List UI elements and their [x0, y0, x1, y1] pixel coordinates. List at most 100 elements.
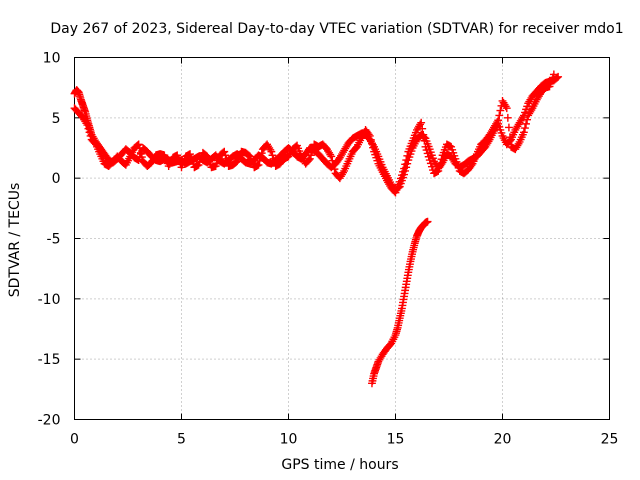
x-tick-label: 0: [70, 432, 79, 448]
data-point-main-track-band: [502, 104, 511, 113]
y-tick-label: -20: [38, 413, 61, 429]
data-point-main-track-band: [447, 142, 456, 151]
y-tick-label: 10: [43, 51, 61, 67]
data-point-main-track-band: [194, 160, 203, 169]
data-point-interp-main-track-band: [256, 153, 265, 161]
data-point-interp-main-track-band: [548, 73, 557, 82]
y-tick-labels: -20 -15 -10 -5 0 5 10: [38, 51, 61, 429]
data-point-interp-main-track-band: [435, 163, 444, 171]
data-point-interp-main-track-band: [450, 151, 459, 160]
data-point-interp-main-track-band: [399, 167, 407, 176]
data-point-main-track: [134, 156, 143, 164]
data-point-interp-main-track-band: [135, 144, 144, 153]
data-point-interp-main-track-band: [188, 156, 197, 165]
data-point-interp-main-track-band: [255, 157, 264, 165]
data-point-interp-main-track-band: [448, 145, 457, 154]
data-point-interp-main-track-band: [84, 124, 93, 133]
data-point-main-track-band: [395, 177, 404, 186]
data-point-interp-main-track-band: [521, 124, 529, 132]
data-point-interp-main-track-band: [422, 146, 431, 155]
data-point-interp-main-track-band: [307, 151, 315, 160]
data-point-interp-main-track-band: [372, 153, 381, 162]
data-point-interp-main-track-band: [401, 160, 410, 169]
data-point-interp-main-track-band: [546, 79, 555, 88]
data-point-main-track-band: [451, 154, 460, 163]
data-point-interp-main-track-band: [329, 160, 338, 169]
data-point-main-track-band: [434, 167, 443, 175]
data-point-main-track-band: [545, 82, 554, 91]
y-tick-label: 0: [52, 171, 61, 187]
data-point-interp-main-track-band: [221, 151, 230, 160]
data-point-interp-main-track-band: [523, 115, 532, 124]
data-point-interp-main-track-band: [424, 152, 433, 161]
grid-lines: [74, 57, 610, 420]
y-axis-label: SDTVAR / TECUs: [7, 183, 23, 298]
data-point-interp-main-track-band: [505, 123, 513, 132]
data-point-interp-main-track-band: [222, 154, 231, 163]
data-point-interp-main-track-band: [402, 156, 411, 164]
data-point-interp-main-track-band: [423, 149, 432, 158]
data-point-main-track-band: [425, 156, 434, 164]
y-tick-label: -15: [38, 352, 61, 368]
data-point-main-track-band: [186, 150, 194, 158]
data-point-interp-main-track-band: [269, 154, 278, 163]
data-point-interp-main-track: [497, 129, 506, 137]
data-points: [70, 70, 563, 388]
data-point-interp-main-track-band: [371, 150, 380, 159]
chart-title: Day 267 of 2023, Sidereal Day-to-day VTE…: [50, 21, 623, 37]
data-point-interp-main-track: [523, 102, 532, 111]
x-tick-label: 20: [494, 432, 512, 448]
data-point-interp-main-track-band: [308, 147, 316, 156]
axis-ticks: [74, 57, 610, 420]
data-point-interp-main-track-band: [437, 155, 446, 164]
x-tick-labels: 0 5 10 15 20 25: [70, 432, 618, 448]
data-point-interp-main-track-band: [547, 76, 556, 85]
data-point-interp-main-track-band: [85, 128, 94, 137]
data-point-main-track-band: [400, 164, 408, 173]
data-point-main-track-band: [254, 160, 263, 169]
data-point-interp-main-track-band: [330, 165, 339, 174]
data-point-interp-main-track-band: [268, 151, 277, 160]
data-point-main-track-band: [173, 151, 182, 160]
data-point-interp-main-track-band: [368, 139, 376, 148]
data-point-interp-main-track-band: [396, 174, 405, 183]
data-point-interp-main-track-band: [496, 106, 505, 115]
data-point-interp-main-track-band: [328, 156, 337, 165]
x-axis-label: GPS time / hours: [281, 457, 398, 473]
data-point-interp-main-track-band: [495, 111, 504, 120]
data-point-interp-main-track-band: [403, 151, 412, 160]
data-point-interp-main-track-band: [257, 149, 266, 158]
data-point-interp-main-track-band: [449, 148, 458, 157]
data-point-interp-main-track-band: [522, 119, 530, 128]
data-point-interp-main-track-band: [138, 153, 146, 161]
data-point-interp-main-track-band: [373, 156, 382, 165]
data-point-interp-main-track-band: [86, 132, 95, 140]
data-point-main-track-band: [365, 132, 374, 140]
data-point-main-track-band: [83, 121, 92, 129]
data-point-interp-main-track-band: [174, 154, 183, 163]
data-point-interp-main-track-band: [187, 153, 196, 162]
data-point-interp-main-track: [496, 126, 505, 134]
data-point-interp-main-track-band: [196, 154, 205, 163]
data-point-interp-main-track-band: [419, 130, 428, 139]
x-tick-label: 15: [387, 432, 405, 448]
data-point-interp-main-track-band: [453, 160, 462, 169]
data-point-interp-main-track-band: [506, 133, 514, 142]
data-point-main-track-band: [134, 140, 143, 149]
data-point-main-track-band: [370, 147, 378, 156]
data-point-interp-main-track-band: [366, 135, 375, 144]
data-point-main-track-band: [306, 154, 314, 163]
data-point-interp-main-track-band: [418, 124, 427, 133]
data-point-interp-main-track-band: [452, 157, 461, 166]
data-point-main-track-band: [549, 70, 558, 79]
data-point-interp-main-track-band: [398, 171, 406, 180]
data-point-interp-main-track-band: [195, 157, 204, 166]
data-point-main-track-band: [520, 128, 528, 137]
y-tick-label: -10: [38, 292, 61, 308]
data-point-interp-main-track-band: [420, 136, 429, 145]
y-tick-label: -5: [47, 232, 61, 248]
data-point-interp-main-track: [426, 148, 435, 157]
data-point-main-track-band: [220, 147, 229, 156]
data-point-interp-main-track-band: [503, 113, 512, 122]
